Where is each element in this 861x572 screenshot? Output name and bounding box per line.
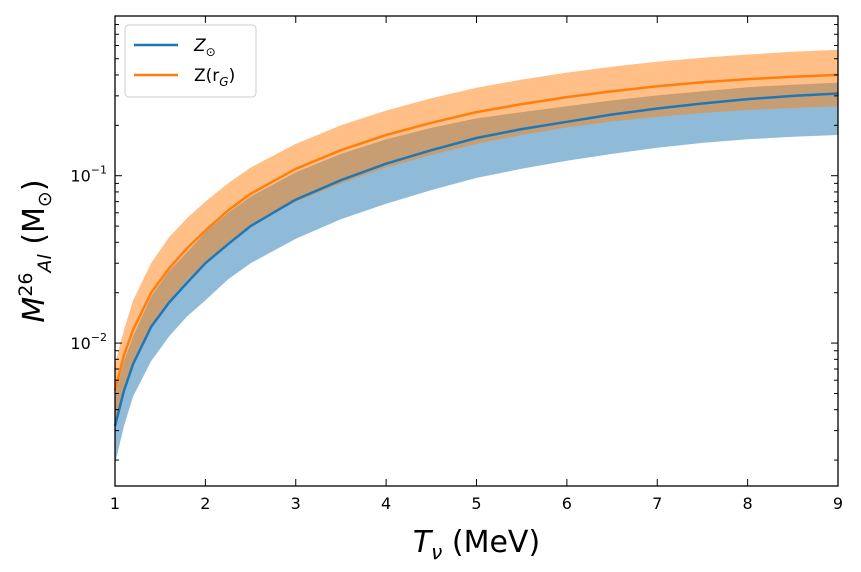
series-line-z-rg bbox=[113, 73, 839, 391]
legend-label-z-sun: Z⊙ bbox=[193, 36, 216, 59]
y-tick-label: 10−2 bbox=[70, 331, 107, 353]
y-tick-label-exp: −2 bbox=[91, 331, 107, 344]
y-axis-title-sup: 26 bbox=[15, 272, 37, 296]
y-axis-title-unit-sub: ⊙ bbox=[34, 191, 56, 207]
legend-label-z-rg-main: Z(r bbox=[194, 66, 219, 86]
x-axis-title-sub: ν bbox=[431, 540, 442, 564]
x-tick-label: 9 bbox=[833, 494, 843, 513]
y-tick-label-base: 10 bbox=[70, 334, 90, 353]
y-axis-ticks: 10−210−1 bbox=[70, 15, 838, 461]
x-tick-label: 5 bbox=[471, 494, 481, 513]
series-line-z-sun bbox=[113, 92, 839, 427]
y-tick-label: 10−1 bbox=[70, 164, 107, 186]
x-tick-label: 7 bbox=[652, 494, 662, 513]
legend-label-z-rg-sub: G bbox=[219, 75, 228, 89]
x-tick-label: 3 bbox=[291, 494, 301, 513]
y-tick-label-exp: −1 bbox=[91, 164, 107, 177]
y-axis-title-unit-open: (M bbox=[17, 207, 52, 254]
legend-box bbox=[124, 24, 257, 98]
legend-label-z-sun-main: Z bbox=[193, 36, 206, 56]
series-lines bbox=[113, 73, 839, 427]
x-tick-label: 4 bbox=[381, 494, 391, 513]
y-axis-title-main: M bbox=[17, 297, 52, 323]
uncertainty-bands bbox=[115, 49, 838, 464]
x-axis-ticks: 1 2 3 4 5 6 7 8 9 bbox=[110, 16, 843, 513]
x-tick-label: 1 bbox=[110, 494, 120, 513]
legend-label-z-rg: Z(rG) bbox=[194, 66, 235, 89]
legend-label-z-rg-tail: ) bbox=[229, 66, 236, 86]
x-axis-title-main: T bbox=[413, 525, 434, 560]
x-axis-title-unit: (MeV) bbox=[442, 525, 540, 560]
x-tick-label: 8 bbox=[743, 494, 753, 513]
x-axis-title: Tν (MeV) bbox=[413, 525, 540, 564]
legend: Z⊙ Z(rG) bbox=[124, 24, 257, 98]
y-axis-title: M26Al (M⊙) bbox=[15, 179, 56, 322]
band-z-rg bbox=[115, 49, 838, 426]
legend-label-z-sun-sub: ⊙ bbox=[206, 45, 216, 59]
x-tick-label: 2 bbox=[200, 494, 210, 513]
x-tick-label: 6 bbox=[562, 494, 572, 513]
y-axis-title-unit-close: ) bbox=[17, 179, 52, 191]
y-axis-title-sub: Al bbox=[34, 253, 56, 274]
y-tick-label-base: 10 bbox=[70, 167, 90, 186]
